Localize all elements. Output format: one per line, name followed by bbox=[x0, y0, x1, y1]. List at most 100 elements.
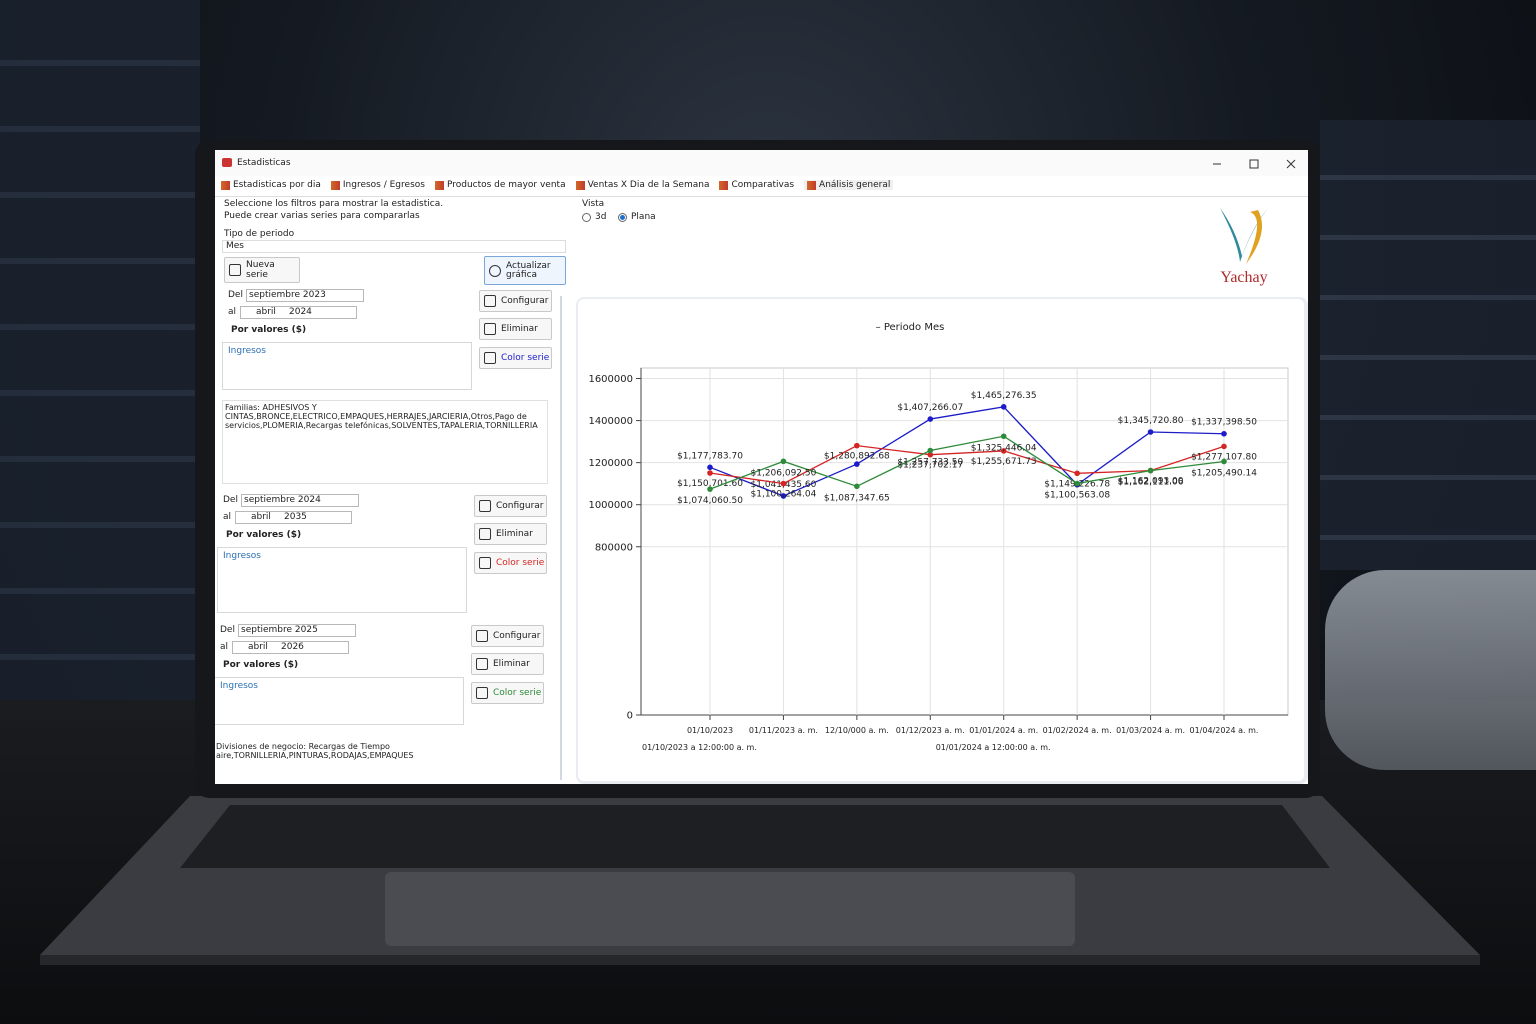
tab[interactable]: Comparativas bbox=[719, 180, 794, 190]
color-button[interactable]: Color serie bbox=[474, 552, 547, 574]
period-type-combo[interactable]: Mes bbox=[222, 240, 566, 253]
series-line bbox=[709, 435, 1225, 490]
plot-area bbox=[640, 367, 1289, 716]
close[interactable] bbox=[1286, 159, 1296, 169]
x-tick-label: 01/02/2024 a. m. bbox=[1043, 726, 1112, 735]
tab-label: Estadisticas por dia bbox=[233, 180, 321, 190]
new-series-button[interactable]: Nueva serie bbox=[224, 257, 300, 283]
data-point bbox=[927, 416, 934, 422]
to-date[interactable]: abril 2024 bbox=[240, 306, 357, 319]
x-tick-label: 12/10/000 a. m. bbox=[825, 726, 889, 735]
radio-label: Plana bbox=[631, 212, 656, 222]
from-date[interactable]: septiembre 2025 bbox=[238, 624, 356, 637]
delete-button[interactable]: Eliminar bbox=[474, 523, 547, 545]
button-label: Actualizar gráfica bbox=[506, 260, 551, 280]
chart: – Periodo Mes 0 800000 1000000 1200000 14000… bbox=[578, 299, 1304, 781]
series-item: Ingresos bbox=[220, 681, 258, 691]
measure: Por valores ($) bbox=[231, 325, 307, 335]
app-icon bbox=[222, 158, 232, 167]
tab-bar: Estadisticas por dia Ingresos / Egresos Pr… bbox=[221, 180, 894, 190]
radio-label: 3d bbox=[595, 212, 607, 222]
tab[interactable]: Productos de mayor venta bbox=[434, 180, 566, 190]
data-point bbox=[1000, 433, 1007, 440]
maximize[interactable] bbox=[1249, 159, 1259, 169]
keyboard bbox=[180, 805, 1330, 868]
tab-icon bbox=[719, 180, 729, 190]
to-year: 2024 bbox=[289, 307, 312, 317]
configure-button[interactable]: Configurar bbox=[471, 625, 544, 647]
to-date[interactable]: abril 2035 bbox=[235, 511, 352, 524]
data-point bbox=[1000, 448, 1007, 454]
value-label: $1,407,266.07 bbox=[897, 403, 963, 413]
configure-button[interactable]: Configurar bbox=[474, 495, 547, 517]
data-point bbox=[854, 442, 860, 449]
value-label: $1,150,701.60 bbox=[677, 479, 743, 489]
data-point bbox=[707, 486, 713, 492]
data-point bbox=[1074, 480, 1080, 487]
value-label: $1,465,276.35 bbox=[971, 391, 1037, 401]
series-filter: Del septiembre 2025 al abril 2026 Por valores… bbox=[215, 623, 555, 784]
from-date[interactable]: septiembre 2024 bbox=[241, 494, 359, 507]
to-date[interactable]: abril 2026 bbox=[232, 641, 349, 654]
from-label: Del bbox=[228, 290, 243, 300]
icon bbox=[484, 352, 496, 364]
tab-icon bbox=[434, 180, 444, 190]
icon bbox=[479, 557, 491, 569]
value-label: $1,177,783.70 bbox=[677, 451, 743, 461]
value-label: $1,345,720.80 bbox=[1118, 416, 1184, 426]
measure: Por valores ($) bbox=[223, 660, 299, 670]
value-label: $1,280,892.68 bbox=[824, 452, 890, 462]
refresh-button[interactable]: Actualizar gráfica bbox=[484, 256, 566, 285]
series-list[interactable]: Ingresos bbox=[217, 547, 467, 613]
tab-divider bbox=[215, 196, 1308, 197]
to-year: 2026 bbox=[281, 642, 304, 652]
tab[interactable]: Ingresos / Egresos bbox=[330, 180, 425, 190]
from-value: septiembre 2025 bbox=[241, 625, 318, 635]
to-month: abril bbox=[248, 642, 268, 652]
series-list[interactable]: Ingresos bbox=[222, 342, 472, 390]
button-label: Configurar bbox=[496, 501, 544, 511]
icon bbox=[489, 264, 501, 277]
button-label: Configurar bbox=[493, 631, 541, 641]
tab[interactable]: Estadisticas por dia bbox=[221, 180, 321, 190]
series-filter: Del septiembre 2024 al abril 2035 Por valores… bbox=[215, 493, 558, 693]
note-text: Divisiones de negocio: Recargas de Tiemp… bbox=[216, 742, 414, 760]
x-sublabel: 01/10/2023 a 12:00:00 a. m. bbox=[642, 743, 757, 752]
from-value: septiembre 2024 bbox=[244, 495, 321, 505]
series-list[interactable]: Ingresos bbox=[215, 677, 464, 725]
tab-icon bbox=[575, 180, 585, 190]
button-label: Eliminar bbox=[493, 659, 530, 669]
tab-label: Ventas X Dia de la Semana bbox=[587, 180, 710, 190]
from-date[interactable]: septiembre 2023 bbox=[246, 289, 364, 302]
tab-icon bbox=[807, 180, 817, 190]
window-controls[interactable] bbox=[1205, 156, 1305, 172]
button-label: Nueva serie bbox=[246, 260, 275, 280]
tab[interactable]: Análisis general bbox=[804, 180, 894, 190]
radio[interactable] bbox=[618, 213, 627, 222]
y-tick-label: 0 bbox=[627, 711, 633, 722]
color-button[interactable]: Color serie bbox=[471, 682, 544, 704]
title-bar bbox=[215, 150, 1308, 176]
data-point bbox=[1000, 404, 1007, 410]
series-line bbox=[709, 406, 1225, 497]
configure-button[interactable]: Configurar bbox=[479, 290, 552, 312]
data-point bbox=[1221, 430, 1227, 437]
data-point bbox=[1221, 458, 1227, 465]
tab-label: Análisis general bbox=[819, 180, 891, 190]
shelves-right bbox=[1320, 120, 1536, 570]
period-type-label: Tipo de periodo bbox=[224, 229, 295, 239]
delete-button[interactable]: Eliminar bbox=[479, 318, 552, 340]
data-point bbox=[780, 493, 787, 499]
from-value: septiembre 2023 bbox=[249, 290, 326, 300]
icon bbox=[484, 295, 496, 307]
delete-button[interactable]: Eliminar bbox=[471, 653, 544, 675]
to-label: al bbox=[223, 512, 232, 522]
color-button[interactable]: Color serie bbox=[479, 347, 552, 369]
splitter bbox=[560, 296, 562, 780]
series-filter: Del septiembre 2023 al abril 2024 Por valores… bbox=[218, 288, 563, 488]
series-item: Ingresos bbox=[228, 346, 266, 356]
note: Divisiones de negocio: Recargas de Tiemp… bbox=[215, 740, 540, 766]
tab[interactable]: Ventas X Dia de la Semana bbox=[575, 180, 710, 190]
radio[interactable] bbox=[582, 213, 591, 222]
